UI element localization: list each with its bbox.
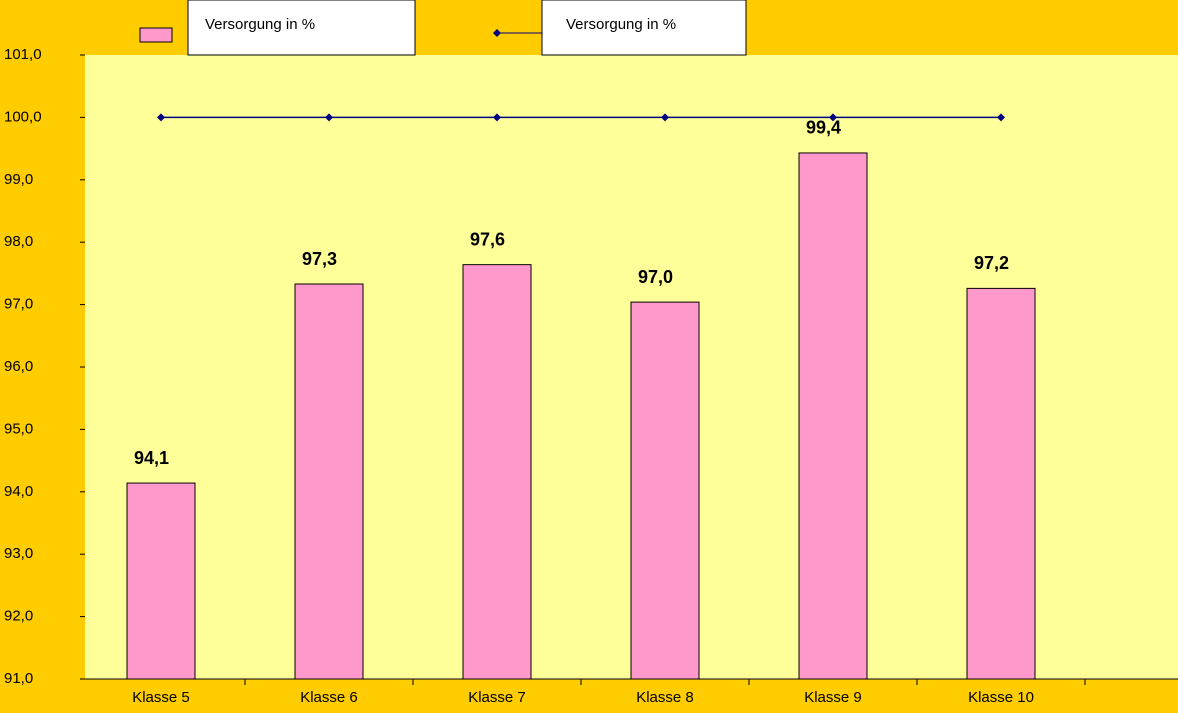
data-label: 97,3	[302, 249, 337, 269]
legend-box	[187, 0, 416, 56]
bar	[462, 264, 532, 680]
data-label: 97,0	[638, 267, 673, 287]
y-tick-label: 96,0	[4, 358, 33, 375]
line-marker	[997, 113, 1005, 122]
y-tick-label: 97,0	[4, 296, 33, 313]
legend-marker	[493, 29, 501, 37]
y-tick-label: 100,0	[4, 108, 42, 125]
y-tick-label: 95,0	[4, 420, 33, 437]
line-marker	[661, 113, 669, 122]
legend-box	[541, 0, 747, 56]
x-tick-label: Klasse 6	[300, 689, 358, 706]
legend-label: Versorgung in %	[566, 16, 676, 33]
x-tick-label: Klasse 8	[636, 689, 694, 706]
bar	[966, 287, 1036, 680]
bar	[798, 152, 868, 680]
y-tick-label: 94,0	[4, 483, 33, 500]
bar	[630, 301, 700, 680]
bar	[126, 482, 196, 680]
line-marker	[829, 113, 837, 122]
x-tick-label: Klasse 7	[468, 689, 526, 706]
x-tick-label: Klasse 5	[132, 689, 190, 706]
y-tick-label: 101,0	[4, 46, 42, 63]
y-tick-label: 99,0	[4, 171, 33, 188]
y-tick-label: 91,0	[4, 670, 33, 687]
data-label: 97,2	[974, 253, 1009, 273]
line-marker	[493, 113, 501, 122]
legend-label: Versorgung in %	[205, 16, 315, 33]
bar	[294, 283, 364, 680]
y-tick-label: 98,0	[4, 233, 33, 250]
data-label: 97,6	[470, 229, 505, 249]
data-label: 94,1	[134, 448, 169, 468]
y-tick-label: 92,0	[4, 608, 33, 625]
y-tick-label: 93,0	[4, 545, 33, 562]
legend: Versorgung in % Versorgung in %	[139, 0, 747, 56]
line-marker	[325, 113, 333, 122]
data-label: 99,4	[806, 118, 841, 138]
legend-swatch	[139, 27, 173, 43]
line-marker	[157, 113, 165, 122]
x-tick-label: Klasse 9	[804, 689, 862, 706]
x-tick-label: Klasse 10	[968, 689, 1034, 706]
